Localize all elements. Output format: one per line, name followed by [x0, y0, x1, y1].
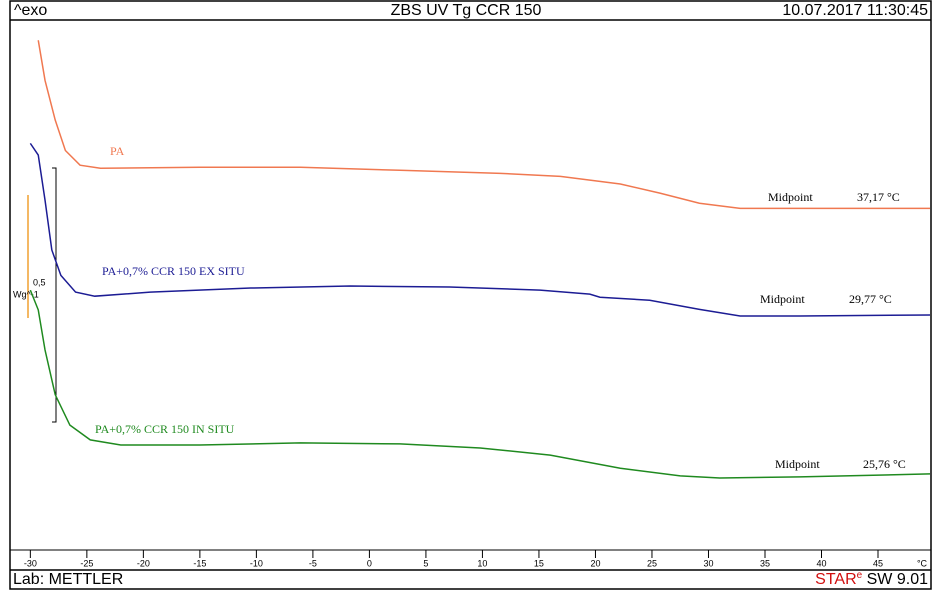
brand: STAR	[815, 571, 856, 588]
x-tick-label: -5	[309, 558, 317, 568]
frame	[9, 0, 932, 590]
version: SW 9.01	[862, 571, 928, 588]
scale-value: 0,5	[33, 277, 46, 287]
x-tick-label: -30	[24, 558, 37, 568]
annotation-label: Midpoint	[768, 190, 813, 204]
annotation-value: 25,76 °C	[863, 457, 906, 471]
x-tick-label: 30	[703, 558, 713, 568]
annotation-label: Midpoint	[775, 457, 820, 471]
x-tick-label: 25	[647, 558, 657, 568]
curve	[37, 40, 930, 210]
chart-title: ZBS UV Tg CCR 150	[391, 2, 542, 19]
x-tick-label: 15	[534, 558, 544, 568]
series-label: PA+0,7% CCR 150 EX SITU	[102, 264, 245, 278]
brand-sup: e	[857, 570, 863, 581]
x-tick-label: 35	[760, 558, 770, 568]
footer-lab: Lab: METTLER	[13, 571, 123, 588]
x-tick-label: -25	[80, 558, 93, 568]
scale-bracket	[52, 167, 57, 423]
x-tick-label: -15	[193, 558, 206, 568]
curve	[29, 142, 931, 317]
scale-unit: Wg^-1	[13, 289, 39, 299]
x-tick-label: 40	[816, 558, 826, 568]
corner-label: ^exo	[14, 2, 47, 19]
timestamp: 10.07.2017 11:30:45	[782, 2, 928, 19]
x-tick-label: -20	[137, 558, 150, 568]
series-label: PA+0,7% CCR 150 IN SITU	[95, 422, 235, 436]
x-tick-label: 5	[423, 558, 428, 568]
annotation-label: Midpoint	[760, 292, 805, 306]
x-tick-label: 20	[590, 558, 600, 568]
curve	[29, 289, 931, 479]
x-tick-label: 10	[477, 558, 487, 568]
x-unit: °C	[917, 558, 928, 568]
x-tick-label: 0	[367, 558, 372, 568]
x-tick-label: 45	[873, 558, 883, 568]
annotation-value: 37,17 °C	[857, 190, 900, 204]
footer-software: STARe SW 9.01	[815, 570, 928, 589]
series-label: PA	[110, 144, 125, 158]
x-tick-label: -10	[250, 558, 263, 568]
annotation-value: 29,77 °C	[849, 292, 892, 306]
